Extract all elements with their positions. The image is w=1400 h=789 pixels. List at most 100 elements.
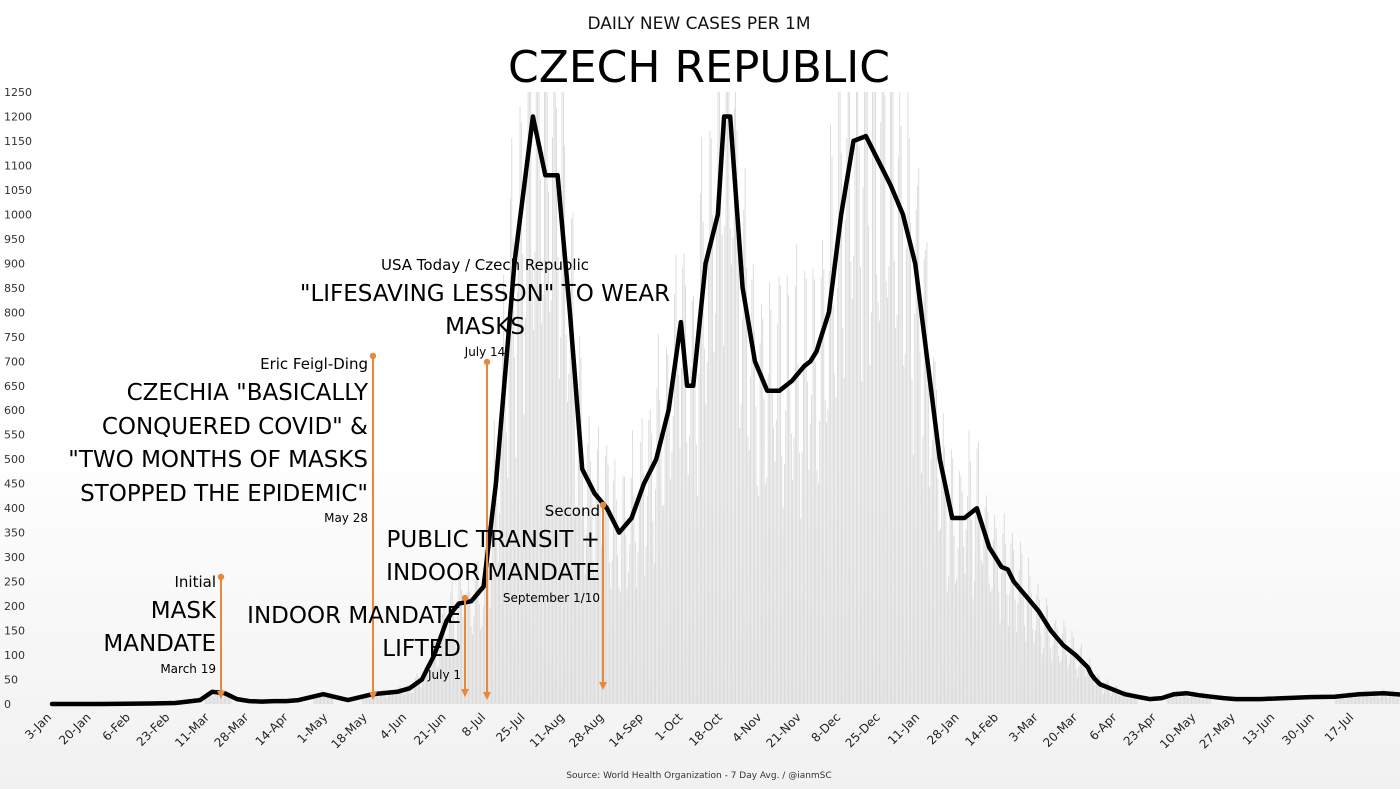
annotation-usa-line-1: "LIFESAVING LESSON" TO WEAR (300, 281, 670, 307)
x-tick-label: 6-Apr (1087, 710, 1120, 743)
x-tick-label: 4-Jun (377, 710, 409, 742)
y-tick-label: 0 (4, 698, 11, 711)
x-tick-label: 30-Jun (1279, 710, 1316, 747)
annotation-usa: USA Today / Czech Republic "LIFESAVING L… (300, 256, 670, 359)
x-tick-label: 20-Jan (56, 710, 93, 747)
y-tick-label: 900 (4, 257, 25, 270)
annotation-feigl-line-3: "TWO MONTHS OF MASKS (68, 447, 368, 473)
annotation-second: Second PUBLIC TRANSIT + INDOOR MANDATE S… (386, 502, 600, 605)
annotation-arrow-dot (217, 573, 225, 581)
annotation-feigl-line-2: CONQUERED COVID" & (102, 414, 368, 440)
x-tick-label: 10-May (1157, 710, 1198, 751)
annotation-arrow-head (217, 691, 225, 699)
y-tick-label: 1100 (4, 159, 32, 172)
annotation-arrow-head (599, 682, 607, 690)
annotation-arrow-dot (483, 358, 491, 366)
x-tick-label: 6-Feb (100, 710, 133, 743)
x-tick-label: 20-Mar (1040, 710, 1080, 750)
annotation-feigl-kicker: Eric Feigl-Ding (260, 355, 368, 373)
x-tick-label: 21-Nov (764, 710, 804, 750)
y-tick-label: 850 (4, 282, 25, 295)
y-tick-label: 800 (4, 306, 25, 319)
y-tick-label: 450 (4, 478, 25, 491)
annotation-feigl-date: May 28 (324, 511, 368, 525)
y-tick-label: 100 (4, 649, 25, 662)
x-tick-label: 13-Jun (1240, 710, 1277, 747)
y-tick-label: 550 (4, 429, 25, 442)
x-tick-label: 18-Oct (686, 710, 725, 749)
y-tick-label: 1250 (4, 86, 32, 99)
y-tick-label: 700 (4, 355, 25, 368)
annotation-arrow-dot (461, 594, 469, 602)
series-line (49, 114, 1400, 707)
x-tick-label: 11-Mar (172, 710, 212, 750)
x-tick-label: 11-Aug (527, 710, 567, 750)
y-tick-label: 150 (4, 625, 25, 638)
annotation-lifted-date: July 1 (427, 668, 461, 682)
x-tick-label: 21-Jun (411, 710, 448, 747)
y-tick-label: 500 (4, 453, 25, 466)
annotation-arrow-dot (369, 352, 377, 360)
x-axis: 3-Jan 20-Jan 6-Feb 23-Feb 11-Mar 28-Mar 14-Apr… (22, 710, 1356, 752)
annotation-lifted-line-2: LIFTED (382, 636, 461, 662)
y-tick-label: 1150 (4, 135, 32, 148)
y-tick-label: 350 (4, 527, 25, 540)
annotation-arrow-head (483, 692, 491, 700)
chart-subtitle: DAILY NEW CASES PER 1M (587, 14, 810, 34)
annotation-usa-date: July 14 (464, 345, 506, 359)
y-tick-label: 250 (4, 576, 25, 589)
x-tick-label: 3-Mar (1006, 710, 1040, 744)
annotation-initial-date: March 19 (160, 662, 216, 676)
annotation-feigl: Eric Feigl-Ding CZECHIA "BASICALLY CONQU… (68, 355, 369, 525)
annotation-initial: Initial MASK MANDATE March 19 (103, 573, 217, 676)
annotation-second-kicker: Second (545, 502, 600, 520)
x-tick-label: 14-Sep (606, 710, 646, 750)
y-tick-label: 50 (4, 674, 18, 687)
annotation-second-date: September 1/10 (503, 591, 600, 605)
annotation-arrow-head (369, 692, 377, 700)
x-tick-label: 28-Jan (924, 710, 961, 747)
annotation-arrow-dot (599, 501, 607, 509)
annotation-usa-line-2: MASKS (445, 314, 525, 340)
y-tick-label: 300 (4, 551, 25, 564)
annotation-feigl-line-4: STOPPED THE EPIDEMIC" (80, 481, 368, 507)
x-tick-label: 25-Dec (843, 710, 883, 750)
y-tick-label: 750 (4, 331, 25, 344)
y-tick-label: 1000 (4, 208, 32, 221)
x-tick-label: 8-Dec (809, 710, 844, 745)
x-tick-label: 14-Feb (962, 710, 1001, 749)
chart-title: CZECH REPUBLIC (508, 42, 890, 93)
annotation-usa-kicker: USA Today / Czech Republic (381, 256, 589, 274)
annotation-initial-line-2: MANDATE (103, 631, 216, 657)
x-tick-label: 14-Apr (253, 710, 291, 748)
y-tick-label: 650 (4, 380, 25, 393)
annotation-arrows (217, 352, 607, 700)
x-tick-label: 28-Mar (212, 710, 252, 750)
y-tick-label: 1200 (4, 110, 32, 123)
x-tick-label: 3-Jan (22, 710, 54, 742)
x-tick-label: 17-Jul (1322, 710, 1356, 744)
x-tick-label: 4-Nov (729, 710, 764, 745)
annotation-second-line-1: PUBLIC TRANSIT + (386, 527, 600, 553)
x-tick-label: 11-Jan (885, 710, 922, 747)
x-tick-label: 28-Aug (566, 710, 606, 750)
y-tick-label: 1050 (4, 184, 32, 197)
x-tick-label: 8-Jul (459, 710, 488, 739)
annotation-second-line-2: INDOOR MANDATE (386, 560, 600, 586)
annotation-lifted: INDOOR MANDATE LIFTED July 1 (247, 603, 461, 682)
y-tick-label: 600 (4, 404, 25, 417)
annotation-feigl-line-1: CZECHIA "BASICALLY (127, 380, 369, 406)
y-axis: 0 50 100 150 200 250 300 350 400 450 500 550 600 650 7… (4, 86, 32, 711)
y-tick-label: 950 (4, 233, 25, 246)
x-tick-label: 1-Oct (652, 710, 685, 743)
x-tick-label: 25-Jul (493, 710, 527, 744)
y-tick-label: 400 (4, 502, 25, 515)
x-tick-label: 23-Apr (1121, 710, 1159, 748)
x-tick-label: 18-May (328, 710, 369, 751)
annotation-initial-kicker: Initial (174, 573, 216, 591)
chart-source: Source: World Health Organization - 7 Da… (566, 771, 831, 781)
y-tick-label: 200 (4, 600, 25, 613)
x-tick-label: 1-May (294, 710, 330, 746)
annotation-arrow-head (461, 689, 469, 697)
